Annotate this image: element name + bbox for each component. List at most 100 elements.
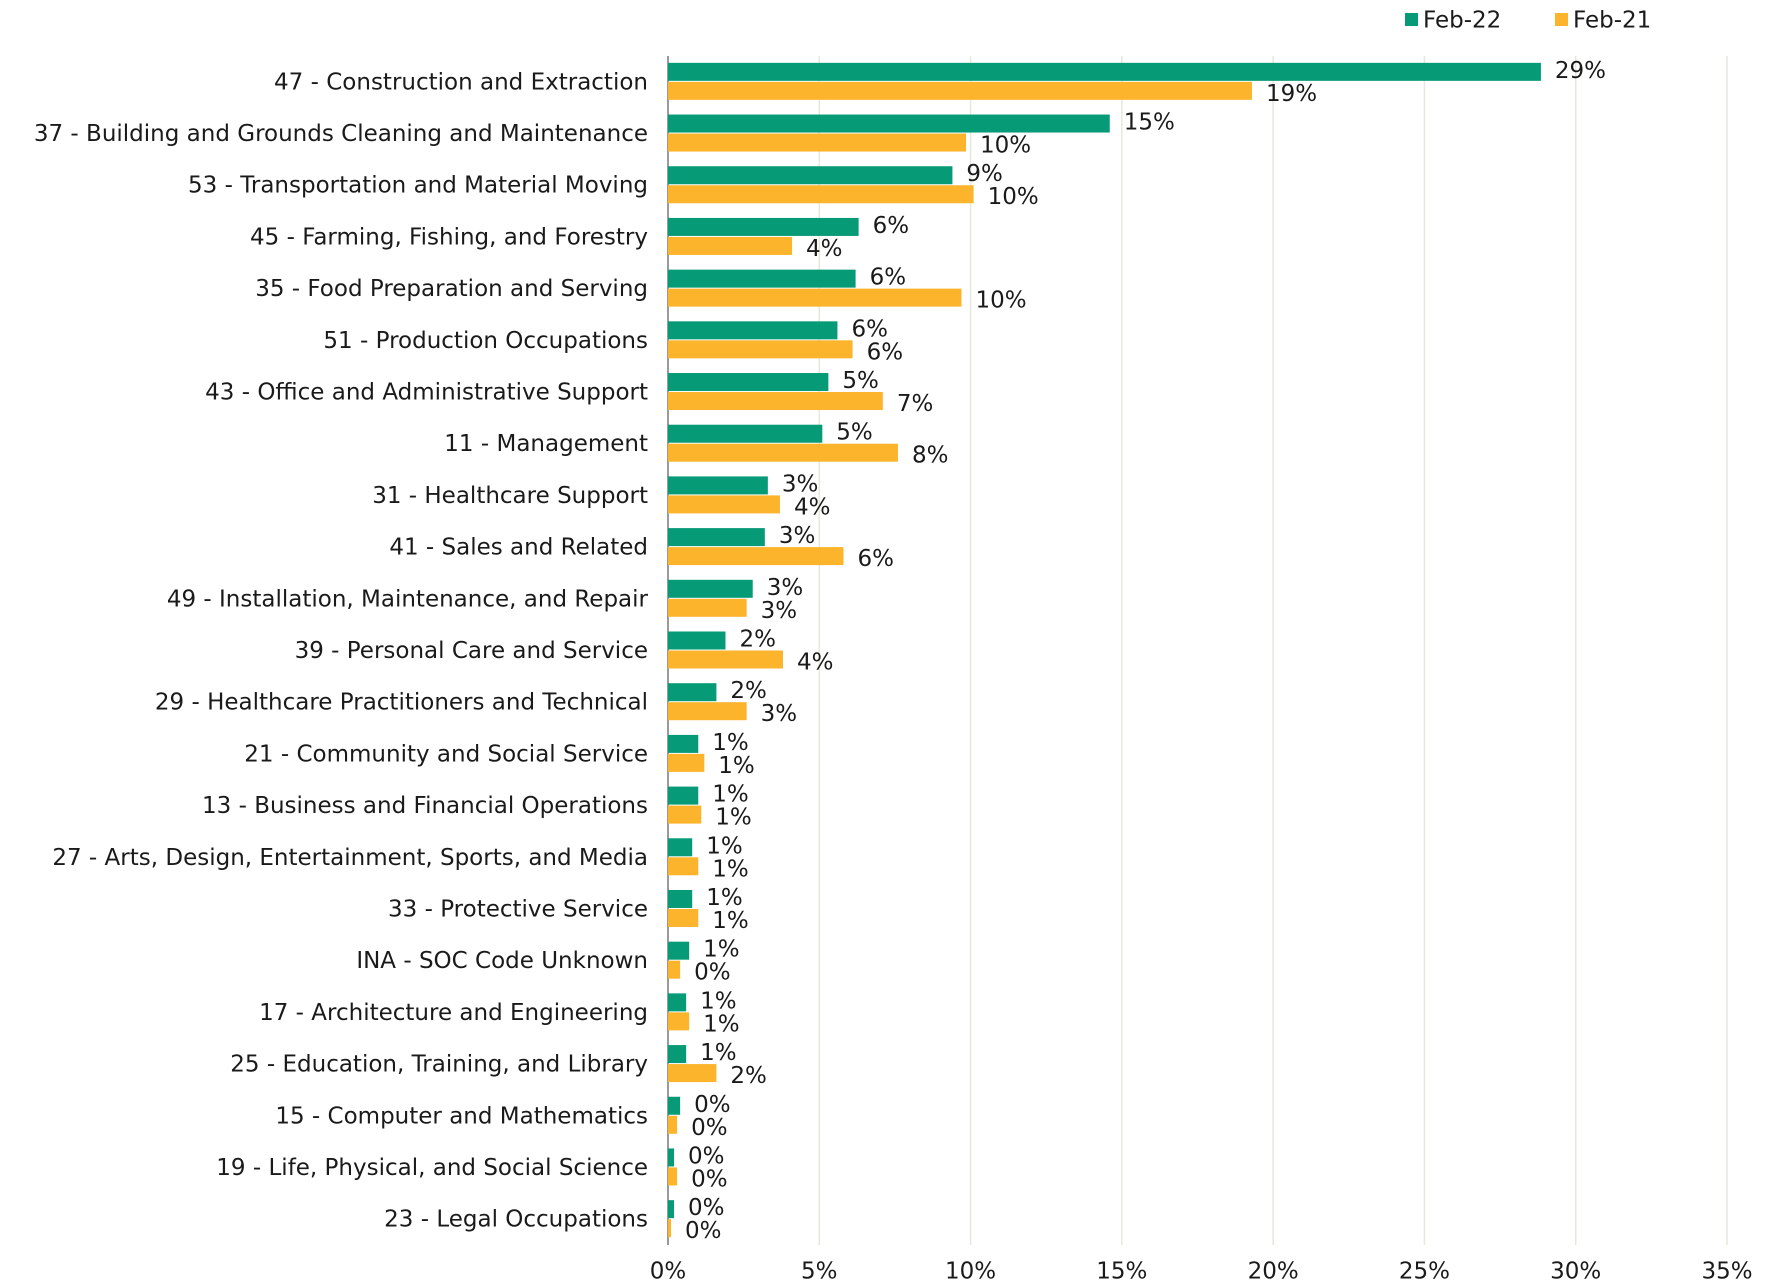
y-tick-label: 43 - Office and Administrative Support	[205, 380, 648, 406]
value-label: 1%	[706, 885, 743, 911]
bar	[668, 993, 687, 1012]
legend-swatch	[1555, 13, 1568, 26]
bar	[668, 1148, 675, 1167]
bar	[668, 805, 702, 824]
legend-label: Feb-22	[1423, 8, 1501, 34]
y-tick-label: 19 - Life, Physical, and Social Science	[216, 1155, 648, 1181]
bar	[668, 62, 1541, 81]
bar	[668, 288, 962, 307]
bar	[668, 269, 856, 288]
bar	[668, 1167, 678, 1186]
bar	[668, 889, 693, 908]
value-label: 6%	[870, 265, 907, 291]
bar	[668, 133, 967, 152]
bar	[668, 1115, 678, 1134]
value-label: 2%	[730, 1063, 767, 1089]
value-label: 1%	[715, 805, 752, 831]
bar	[668, 166, 953, 185]
x-tick-label: 10%	[945, 1259, 996, 1284]
bar	[668, 941, 690, 960]
bar	[668, 373, 829, 392]
bar	[668, 114, 1110, 133]
value-label: 1%	[712, 730, 749, 756]
value-label: 8%	[912, 443, 949, 469]
x-tick-label: 5%	[801, 1259, 838, 1284]
value-label: 1%	[712, 782, 749, 808]
y-tick-label: 23 - Legal Occupations	[384, 1207, 648, 1233]
bar	[668, 217, 859, 236]
bar	[668, 857, 699, 876]
y-tick-label: 13 - Business and Financial Operations	[202, 793, 648, 819]
value-label: 1%	[712, 908, 749, 934]
bar	[668, 443, 898, 462]
bar	[668, 547, 844, 566]
value-label: 3%	[761, 598, 798, 624]
y-tick-label: 51 - Production Occupations	[323, 328, 648, 354]
y-tick-label: 41 - Sales and Related	[389, 535, 648, 561]
x-tick-label: 25%	[1399, 1259, 1450, 1284]
y-tick-label: 29 - Healthcare Practitioners and Techni…	[155, 690, 648, 716]
y-tick-label: INA - SOC Code Unknown	[356, 948, 648, 974]
value-label: 10%	[975, 288, 1026, 314]
y-tick-label: 25 - Education, Training, and Library	[230, 1052, 648, 1078]
value-label: 0%	[691, 1166, 728, 1192]
value-label: 4%	[806, 236, 843, 262]
value-label: 2%	[739, 627, 776, 653]
value-label: 0%	[688, 1195, 725, 1221]
y-tick-label: 11 - Management	[444, 431, 648, 457]
y-tick-label: 53 - Transportation and Material Moving	[188, 173, 648, 199]
bar	[668, 1064, 717, 1083]
legend-swatch	[1405, 13, 1418, 26]
y-tick-label: 17 - Architecture and Engineering	[259, 1000, 648, 1026]
bar	[668, 960, 681, 979]
y-tick-label: 39 - Personal Care and Service	[295, 638, 648, 664]
bar	[668, 340, 853, 359]
bar	[668, 476, 768, 495]
value-label: 1%	[712, 856, 749, 882]
bar	[668, 683, 717, 702]
value-label: 19%	[1266, 81, 1317, 107]
value-label: 0%	[685, 1218, 722, 1244]
value-label: 10%	[980, 133, 1031, 159]
value-label: 3%	[761, 701, 798, 727]
value-label: 6%	[867, 339, 904, 365]
value-label: 1%	[700, 1040, 737, 1066]
y-tick-label: 47 - Construction and Extraction	[274, 69, 648, 95]
bar	[668, 786, 699, 805]
x-tick-label: 35%	[1701, 1259, 1752, 1284]
value-label: 0%	[694, 960, 731, 986]
bar	[668, 579, 753, 598]
x-tick-label: 30%	[1550, 1259, 1601, 1284]
bar	[668, 631, 726, 650]
y-tick-label: 35 - Food Preparation and Serving	[255, 276, 648, 302]
bar	[668, 1045, 687, 1064]
y-tick-label: 33 - Protective Service	[388, 896, 648, 922]
x-tick-label: 0%	[650, 1259, 687, 1284]
y-tick-label: 27 - Arts, Design, Entertainment, Sports…	[52, 845, 648, 871]
value-label: 1%	[706, 833, 743, 859]
value-label: 1%	[703, 1011, 740, 1037]
y-tick-label: 45 - Farming, Fishing, and Forestry	[250, 224, 648, 250]
value-label: 2%	[730, 678, 767, 704]
x-tick-label: 15%	[1096, 1259, 1147, 1284]
bar	[668, 650, 783, 669]
bar	[668, 702, 747, 721]
legend-label: Feb-21	[1573, 8, 1651, 34]
bar	[668, 185, 974, 204]
y-tick-label: 21 - Community and Social Service	[244, 741, 648, 767]
bar	[668, 598, 747, 617]
y-tick-label: 15 - Computer and Mathematics	[275, 1103, 648, 1129]
value-label: 10%	[988, 184, 1039, 210]
value-label: 9%	[966, 161, 1003, 187]
bar	[668, 392, 883, 411]
bar	[668, 838, 693, 857]
value-label: 0%	[688, 1143, 725, 1169]
bar	[668, 528, 765, 547]
value-label: 0%	[691, 1115, 728, 1141]
value-label: 3%	[767, 575, 804, 601]
value-label: 5%	[842, 368, 879, 394]
bar	[668, 1096, 681, 1115]
bar	[668, 734, 699, 753]
x-tick-label: 20%	[1248, 1259, 1299, 1284]
